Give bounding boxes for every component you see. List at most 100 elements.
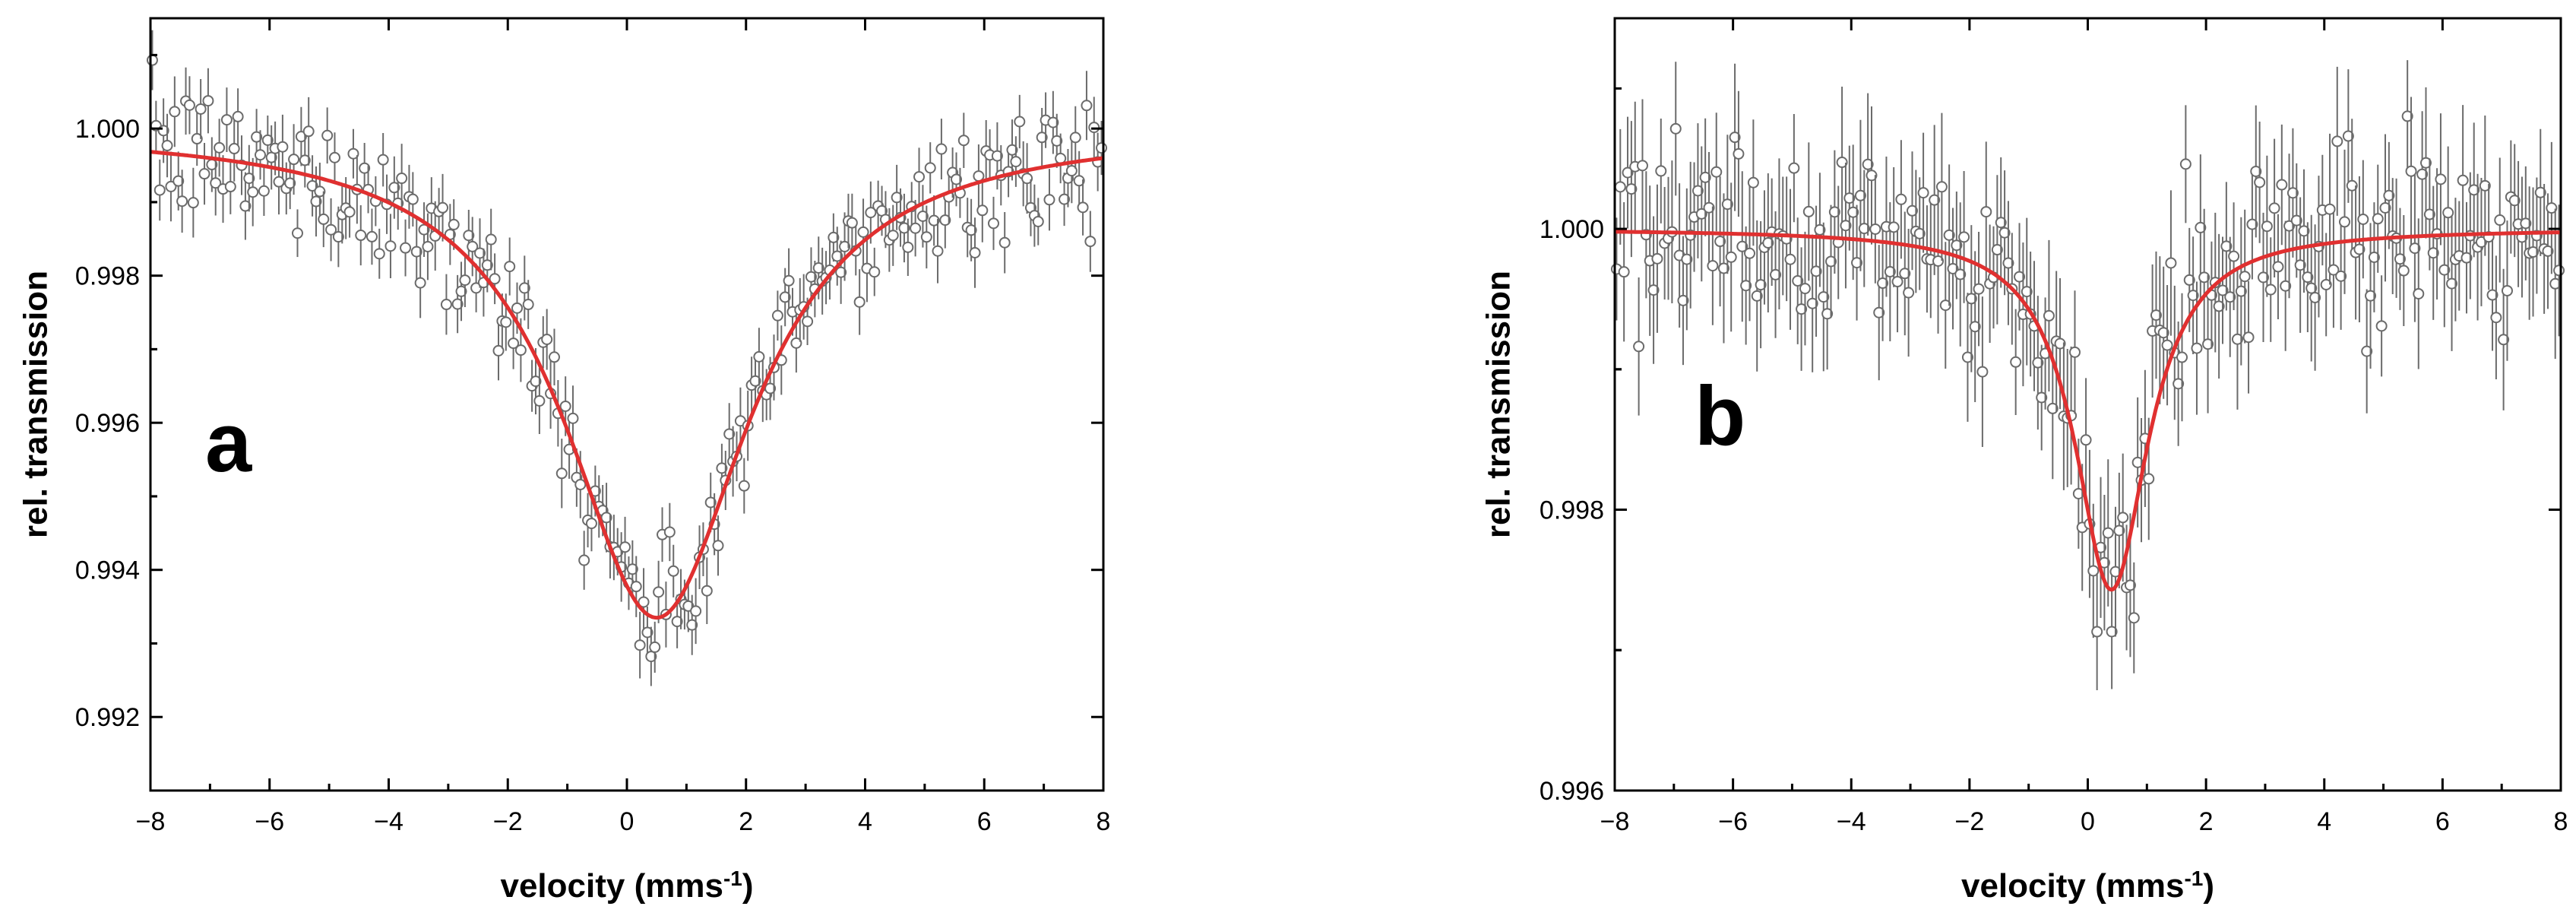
data-point	[255, 130, 267, 180]
data-point	[2446, 216, 2458, 351]
data-point	[2080, 378, 2092, 502]
data-point	[2372, 164, 2384, 273]
data-point	[302, 97, 315, 166]
data-point	[1836, 86, 1848, 239]
panel-b-x-axis-title: velocity (mms-1)	[1961, 867, 2214, 905]
data-point	[366, 208, 378, 265]
data-point	[555, 439, 568, 509]
point-marker	[2106, 626, 2118, 638]
point-marker	[771, 309, 783, 322]
point-marker	[437, 201, 449, 214]
data-point	[2002, 201, 2014, 325]
panel-b-x-axis-title-sup: -1	[2184, 867, 2203, 890]
y-tick-label: 0.994	[75, 556, 140, 585]
point-marker	[1810, 265, 1822, 277]
data-point	[2298, 169, 2310, 293]
point-marker	[359, 162, 371, 174]
data-point	[2220, 182, 2233, 311]
data-point	[2032, 296, 2044, 430]
point-marker	[1010, 156, 1022, 168]
data-point	[2068, 290, 2081, 414]
data-point	[1614, 128, 1626, 245]
data-point	[410, 217, 422, 287]
data-point	[2102, 459, 2114, 607]
point-marker	[2324, 203, 2336, 215]
data-point	[220, 87, 233, 153]
data-point	[1877, 225, 1889, 341]
point-marker	[1691, 185, 1704, 197]
point-marker	[2032, 357, 2044, 369]
data-point	[444, 204, 456, 265]
data-point	[902, 218, 914, 277]
point-marker	[828, 231, 840, 243]
data-point	[1869, 175, 1881, 284]
point-marker	[1973, 283, 1985, 295]
point-marker	[396, 173, 408, 185]
x-tick-label: 6	[977, 807, 992, 836]
data-point	[2486, 239, 2498, 351]
point-marker	[2365, 290, 2377, 302]
data-point	[634, 611, 646, 679]
data-point	[1717, 193, 1729, 344]
data-point	[910, 200, 922, 257]
data-point	[2375, 275, 2388, 377]
point-marker	[2438, 264, 2451, 276]
point-marker	[2305, 282, 2318, 294]
point-marker	[764, 382, 777, 395]
point-marker	[258, 185, 270, 197]
data-point	[400, 219, 412, 277]
panel-b-plot-frame	[1613, 17, 2562, 792]
point-marker	[2494, 214, 2506, 227]
data-point	[1084, 211, 1097, 272]
point-marker	[1796, 303, 1808, 315]
point-marker	[2036, 391, 2048, 404]
data-point	[1651, 184, 1663, 333]
x-tick-label: 2	[2199, 807, 2214, 836]
data-point	[2290, 163, 2302, 278]
point-marker	[2457, 174, 2469, 186]
point-marker	[1733, 147, 1745, 160]
data-point	[2512, 160, 2524, 287]
point-marker	[1847, 206, 1859, 218]
point-marker	[2124, 579, 2136, 591]
panel-a-y-ticks: 0.992 0.994 0.996 0.998 1.000	[75, 53, 1103, 732]
point-marker	[1717, 262, 1729, 274]
point-marker	[474, 247, 486, 259]
panel-a-chart: −8 −6 −4 −2 0 2 4 6 8 0.9920.9940.9960.9981.000 …	[17, 17, 1111, 905]
point-marker	[2342, 130, 2354, 142]
data-point	[1932, 189, 1945, 334]
point-marker	[1913, 227, 1926, 239]
point-marker	[1917, 187, 1929, 199]
data-point	[198, 143, 210, 205]
data-point	[291, 209, 303, 258]
data-point	[1740, 226, 1752, 345]
point-marker	[492, 344, 505, 357]
point-marker	[2401, 110, 2413, 122]
point-marker	[2191, 342, 2203, 354]
data-point	[1799, 231, 1811, 346]
x-tick-label: 8	[1097, 807, 1111, 836]
data-point	[920, 205, 932, 269]
data-point	[1939, 242, 1951, 369]
data-point	[853, 269, 866, 335]
data-point	[467, 217, 479, 277]
point-marker	[1958, 231, 1970, 243]
data-point	[2320, 233, 2332, 337]
point-marker	[2202, 338, 2214, 350]
point-marker	[957, 135, 970, 147]
data-point	[2397, 215, 2410, 327]
data-point	[448, 199, 460, 250]
point-marker	[377, 154, 389, 166]
data-point	[1858, 170, 1870, 287]
data-point	[1710, 112, 1723, 232]
point-marker	[1814, 223, 1826, 236]
point-marker	[2331, 135, 2343, 147]
point-marker	[723, 428, 736, 440]
data-point	[1669, 62, 1682, 196]
data-point	[2442, 146, 2454, 279]
point-marker	[2143, 473, 2155, 485]
point-marker	[2002, 257, 2014, 269]
x-tick-label: −6	[1718, 807, 1748, 836]
x-tick-label: −2	[493, 807, 523, 836]
data-point	[1925, 201, 1937, 318]
